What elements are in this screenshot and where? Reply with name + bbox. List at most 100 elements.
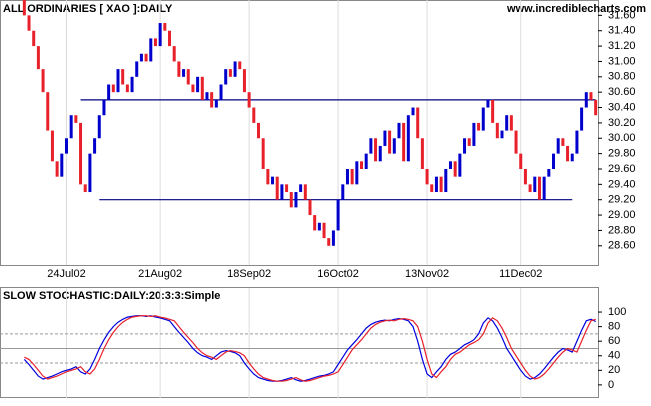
y-tick-label: 30.60	[608, 86, 636, 98]
candle	[256, 122, 260, 139]
y-tick-label: 29.80	[608, 148, 636, 160]
candle	[46, 92, 50, 131]
stoch-title: SLOW STOCHASTIC:DAILY:20:3:3:Simple	[3, 290, 220, 302]
candle	[533, 176, 537, 193]
candle	[575, 130, 579, 154]
candle	[261, 138, 265, 169]
candle	[355, 161, 359, 185]
candle	[177, 61, 181, 77]
candle	[64, 138, 68, 154]
candle	[360, 161, 364, 169]
candle	[280, 184, 284, 200]
candle	[228, 69, 232, 77]
candle	[388, 130, 392, 154]
candle	[322, 222, 326, 239]
candle	[491, 99, 495, 123]
candle	[439, 176, 443, 193]
candle	[505, 115, 509, 131]
candle	[350, 168, 354, 185]
candle	[125, 84, 129, 93]
x-tick-label: 24Jul02	[47, 268, 86, 280]
y-tick-label: 0	[608, 379, 614, 391]
candle	[416, 107, 420, 139]
candle	[561, 138, 565, 146]
candle	[589, 92, 593, 100]
candle	[472, 122, 476, 146]
candle	[22, 0, 26, 16]
candle	[69, 115, 73, 139]
y-tick-label: 30.80	[608, 71, 636, 83]
y-tick-label: 40	[608, 350, 620, 362]
y-tick-label: 30.40	[608, 101, 636, 113]
y-tick-label: 80	[608, 321, 620, 333]
candle	[411, 107, 415, 116]
candle	[331, 230, 335, 246]
x-tick-label: 18Sep02	[227, 268, 271, 280]
candle	[50, 130, 54, 162]
subtitle: www.incrediblecharts.com	[506, 3, 646, 15]
candle	[341, 184, 345, 200]
candle	[523, 168, 527, 185]
candle	[111, 84, 115, 93]
candle	[580, 107, 584, 131]
x-tick-label: 13Nov02	[405, 268, 449, 280]
candle	[458, 153, 462, 177]
candle	[514, 130, 518, 154]
candle	[444, 168, 448, 193]
y-tick-label: 30.00	[608, 132, 636, 144]
candle	[453, 161, 457, 177]
x-tick-label: 21Aug02	[138, 268, 182, 280]
candle	[60, 153, 64, 177]
candle	[88, 153, 92, 193]
candle	[477, 122, 481, 131]
candle	[364, 153, 368, 169]
y-tick-label: 29.00	[608, 209, 636, 221]
candle	[463, 138, 467, 154]
y-tick-label: 30.20	[608, 117, 636, 129]
candle	[191, 84, 195, 93]
price-frame	[0, 0, 599, 266]
candle	[570, 153, 574, 162]
candle	[308, 199, 312, 216]
candle	[116, 69, 120, 93]
candle	[327, 238, 331, 246]
y-tick-label: 100	[608, 306, 626, 318]
candle	[219, 84, 223, 100]
candle	[430, 184, 434, 193]
y-tick-label: 29.40	[608, 178, 636, 190]
candle	[402, 122, 406, 162]
y-tick-label: 28.80	[608, 224, 636, 236]
candle	[135, 61, 139, 77]
candle	[397, 122, 401, 139]
candle	[266, 168, 270, 185]
candle	[214, 99, 218, 108]
y-tick-label: 20	[608, 364, 620, 376]
candle	[144, 53, 148, 62]
candle	[509, 115, 513, 131]
candle	[374, 138, 378, 162]
y-tick-label: 31.20	[608, 40, 636, 52]
candle	[336, 199, 340, 231]
candle	[97, 115, 101, 139]
candle	[74, 115, 78, 123]
candle	[247, 92, 251, 108]
candle	[547, 168, 551, 177]
candle	[153, 38, 157, 47]
candle	[271, 176, 275, 185]
candle	[163, 23, 167, 31]
candle	[36, 46, 40, 70]
candle	[467, 138, 471, 146]
candle	[242, 69, 246, 93]
candle	[158, 23, 162, 47]
candle	[149, 38, 153, 62]
candle	[303, 184, 307, 200]
candle	[196, 76, 200, 93]
stochastic-line	[24, 315, 596, 382]
candle	[139, 53, 143, 62]
candle	[299, 184, 303, 193]
candle	[406, 115, 410, 162]
candle	[495, 122, 499, 139]
candle	[383, 130, 387, 146]
candle	[238, 61, 242, 70]
